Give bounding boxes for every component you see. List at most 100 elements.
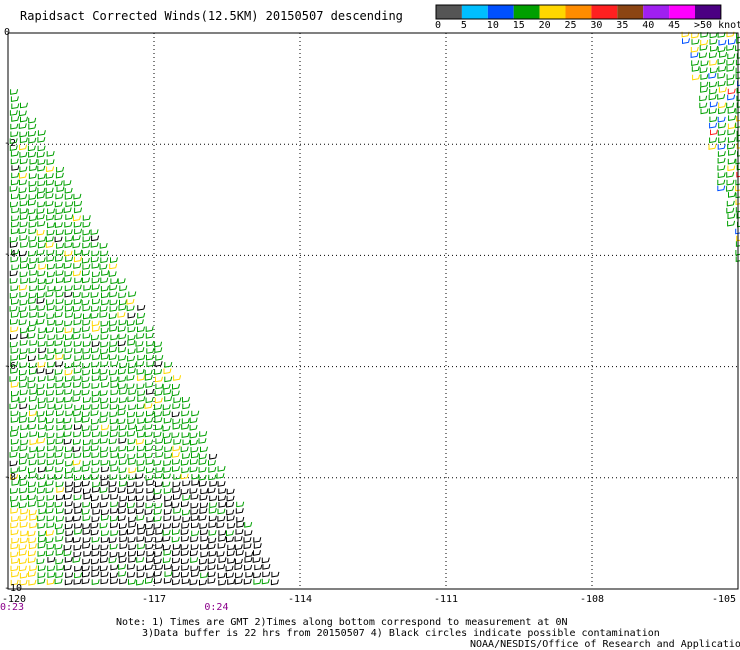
wind-barb: [28, 228, 37, 235]
wind-barb: [28, 292, 37, 299]
wind-barb: [55, 376, 64, 383]
wind-barb: [172, 572, 181, 578]
wind-barb: [162, 557, 171, 564]
wind-barb: [182, 439, 191, 446]
wind-barb: [82, 571, 90, 578]
wind-barb: [9, 451, 18, 458]
wind-barb: [65, 236, 74, 242]
wind-barb: [36, 208, 45, 214]
wind-barb: [154, 390, 163, 396]
wind-barb: [20, 312, 29, 318]
wind-barb: [136, 333, 145, 339]
wind-barb: [118, 346, 127, 353]
wind-barb: [728, 115, 737, 121]
wind-barb: [28, 543, 37, 550]
colorbar-swatch: [669, 5, 695, 19]
wind-barb: [136, 515, 145, 521]
colorbar-swatch: [436, 5, 462, 19]
wind-barb: [100, 348, 109, 355]
wind-barb: [100, 557, 109, 563]
wind-barb: [20, 508, 29, 515]
wind-barb: [146, 410, 154, 417]
wind-barb: [47, 565, 56, 572]
wind-barb: [118, 459, 127, 466]
wind-barb: [20, 263, 28, 269]
wind-barb: [216, 473, 225, 479]
wind-barb: [46, 159, 55, 165]
wind-barb: [99, 264, 108, 270]
wind-barb: [55, 549, 64, 556]
wind-barb: [191, 480, 200, 486]
wind-barb: [47, 319, 56, 326]
wind-barb: [100, 544, 109, 551]
wind-barb: [717, 93, 726, 100]
wind-barb: [56, 410, 64, 417]
wind-barb: [718, 137, 727, 144]
x-tick-label: -120: [1, 594, 27, 605]
wind-barb: [146, 354, 154, 361]
wind-barb: [127, 488, 136, 494]
wind-barb: [29, 257, 38, 264]
wind-barb: [10, 501, 19, 508]
wind-barb: [38, 536, 47, 543]
wind-barb: [46, 166, 55, 173]
x-tick-label: -117: [141, 594, 167, 605]
wind-barb: [101, 424, 110, 431]
wind-barb: [145, 439, 154, 446]
wind-barb: [55, 481, 64, 488]
wind-barb: [73, 410, 82, 417]
wind-barb: [36, 495, 45, 502]
wind-barb: [236, 522, 245, 528]
wind-barb: [172, 466, 180, 472]
wind-barb: [56, 516, 65, 522]
wind-barb: [73, 298, 82, 305]
wind-barb: [47, 222, 56, 229]
wind-barb: [91, 474, 100, 480]
wind-barb: [209, 480, 218, 487]
wind-barb: [28, 404, 37, 411]
wind-barb: [699, 102, 708, 109]
wind-barb: [172, 403, 181, 410]
wind-barb: [19, 458, 27, 465]
wind-barb: [225, 565, 234, 572]
wind-barb: [19, 521, 28, 528]
grid: [8, 32, 738, 590]
wind-barb: [9, 138, 18, 144]
wind-barb: [56, 186, 65, 193]
wind-barb: [36, 558, 45, 565]
wind-barb: [63, 262, 72, 269]
wind-barb: [717, 72, 726, 79]
wind-barb: [47, 445, 56, 452]
wind-barb: [261, 557, 270, 564]
wind-barb: [82, 341, 91, 347]
wind-barb: [28, 173, 37, 179]
wind-barb: [29, 312, 38, 318]
wind-barb: [736, 116, 740, 122]
time-label: 0:23: [0, 602, 25, 613]
wind-barb: [19, 558, 27, 565]
wind-barb: [55, 305, 64, 312]
wind-barb: [83, 452, 91, 458]
wind-barb: [19, 214, 28, 220]
wind-barb: [100, 474, 109, 481]
wind-barb: [55, 262, 64, 269]
wind-barb: [727, 158, 736, 165]
wind-barb: [19, 200, 28, 207]
wind-barb: [29, 320, 38, 327]
wind-barb: [64, 250, 73, 257]
wind-barb: [73, 502, 82, 509]
wind-barb: [164, 564, 173, 570]
x-tick-label: -114: [287, 594, 313, 605]
wind-barb: [127, 339, 136, 346]
wind-barb: [109, 320, 118, 327]
wind-barb: [37, 165, 46, 172]
wind-barb: [91, 418, 100, 425]
wind-barb: [728, 149, 737, 156]
wind-barb: [709, 81, 718, 88]
wind-barb: [10, 431, 19, 437]
wind-barb: [735, 256, 740, 262]
wind-barb: [180, 488, 189, 495]
wind-barb: [100, 250, 109, 257]
wind-barb: [726, 80, 735, 86]
wind-barb: [110, 522, 119, 529]
